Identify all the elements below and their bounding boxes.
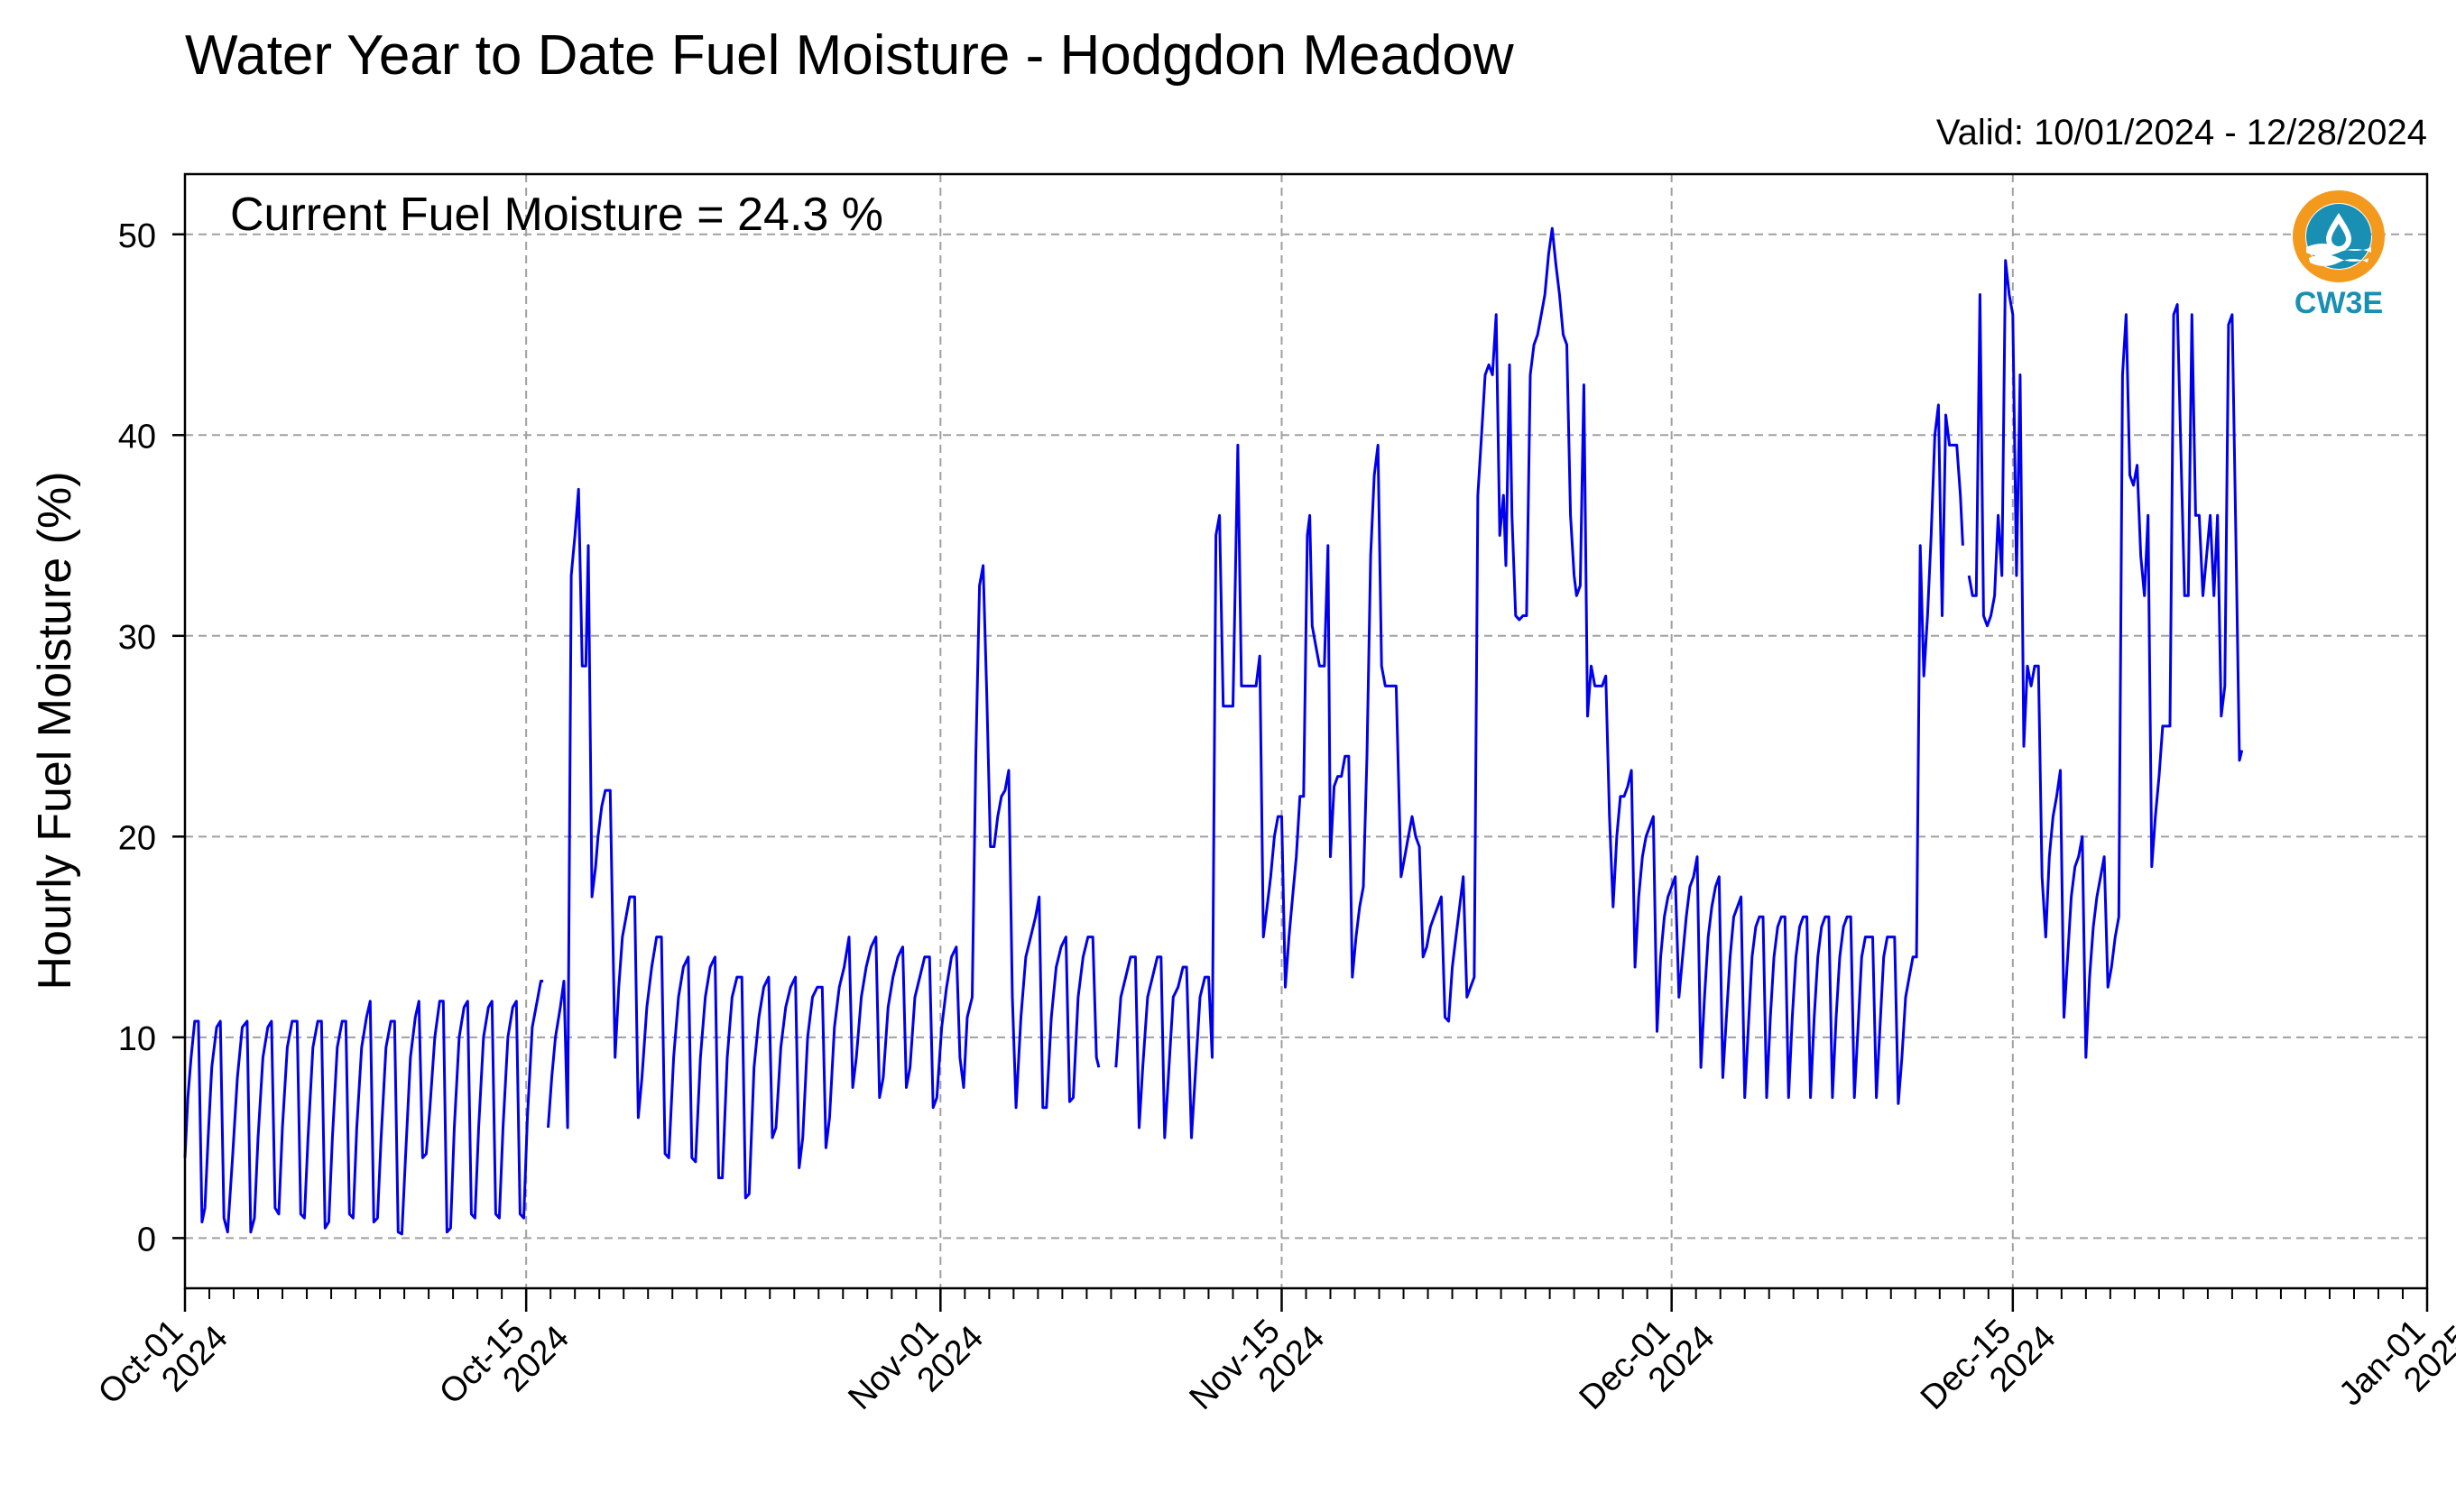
y-tick-label: 40: [118, 418, 156, 456]
y-tick-label: 10: [118, 1020, 156, 1058]
current-fuel-moisture-annotation: Current Fuel Moisture = 24.3 %: [230, 189, 883, 241]
plot-area: [183, 226, 2244, 1236]
cw3e-logo: CW3E: [2293, 190, 2385, 320]
logo-wave-icon: [2309, 254, 2368, 266]
logo-text: CW3E: [2294, 286, 2383, 320]
valid-range-label: Valid: 10/01/2024 - 12/28/2024: [1936, 113, 2427, 152]
y-tick-label: 50: [118, 217, 156, 255]
y-axis-ticks: 0 10 20 30 40 50: [118, 217, 185, 1258]
y-tick-label: 30: [118, 619, 156, 657]
fuel-moisture-series-line: [183, 226, 2244, 1236]
plot-frame: [183, 172, 2429, 1290]
y-tick-label: 0: [137, 1221, 156, 1258]
logo-ring: [2293, 190, 2385, 282]
water-drop-inner-icon: [2331, 224, 2346, 246]
chart-title: Water Year to Date Fuel Moisture - Hodgd…: [185, 24, 1514, 87]
y-tick-label: 20: [118, 819, 156, 857]
y-axis-label: Hourly Fuel Moisture (%): [29, 471, 81, 990]
grid-lines: [185, 174, 2427, 1288]
